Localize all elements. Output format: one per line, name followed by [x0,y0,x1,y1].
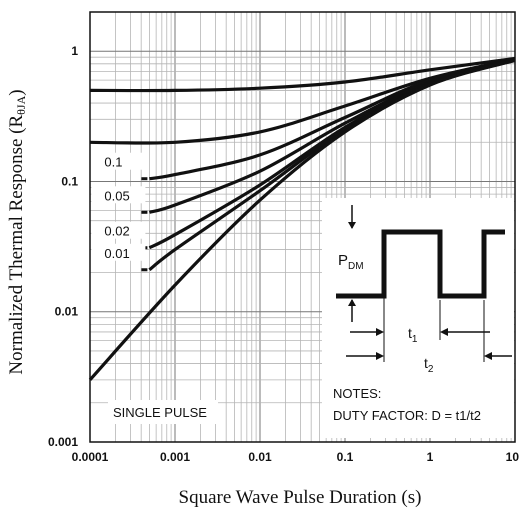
notes-title: NOTES: [333,386,381,401]
t1-arrowhead-right [440,328,448,336]
single-pulse-label: SINGLE PULSE [113,405,207,420]
pdm-label: PDM [338,252,364,272]
series-label-bg [91,243,146,261]
t2-label-sub: 2 [428,364,434,375]
pdm-arrowhead-top [348,222,356,229]
series-label-bg [91,186,146,204]
t2-arrowhead-left [376,352,384,360]
y-tick-label: 0.01 [55,305,79,319]
t2-label: t2 [424,355,434,375]
y-axis-title-sub: θJA [14,95,28,114]
pulse-waveform [336,229,505,299]
x-tick-label: 0.001 [160,450,190,464]
pdm-arrowhead-bottom [348,299,356,306]
series-label: 0.01 [104,246,129,261]
duty-cycle-inset: PDM t1 t2 NOTES: DUTY FACTOR: D = t1/t2 [322,198,514,438]
y-tick-label: 0.1 [61,174,78,188]
y-axis-title-main: Normalized Thermal Response (R [6,114,27,374]
series-line [88,58,516,381]
notes-duty-factor: DUTY FACTOR: D = t1/t2 [333,408,481,423]
t2-label-main: t [424,355,428,371]
series-label-bg [91,221,146,239]
x-tick-label: 0.01 [248,450,272,464]
series-label: 0.05 [104,188,129,203]
x-tick-label: 0.1 [337,450,354,464]
x-tick-label: 0.0001 [72,450,109,464]
t1-arrowhead-left [376,328,384,336]
y-tick-label: 0.001 [48,435,78,449]
x-tick-label: 1 [427,450,434,464]
y-axis-title-close: ) [6,89,27,95]
y-axis-title: Normalized Thermal Response (RθJA) [6,89,28,374]
series-line [89,56,516,93]
single-pulse-label-bg [108,400,218,424]
t2-arrowhead-right [484,352,492,360]
t1-label-main: t [408,325,412,341]
y-axis-title-group: Normalized Thermal Response (RθJA) [6,89,28,374]
plot-frame [89,11,516,443]
series-labels: 0.1 0.05 0.02 0.01 [91,152,148,272]
t1-label: t1 [408,325,418,345]
curves [88,56,516,381]
x-axis-title: Square Wave Pulse Duration (s) [179,487,422,508]
x-tick-label: 10 [506,450,520,464]
series-label-bg [91,152,146,170]
series-label: 0.02 [104,224,129,239]
t1-label-sub: 1 [412,334,418,345]
y-tick-label: 1 [71,44,78,58]
pdm-label-sub: DM [348,261,364,272]
pdm-label-main: P [338,252,348,269]
series-label: 0.1 [104,155,122,170]
